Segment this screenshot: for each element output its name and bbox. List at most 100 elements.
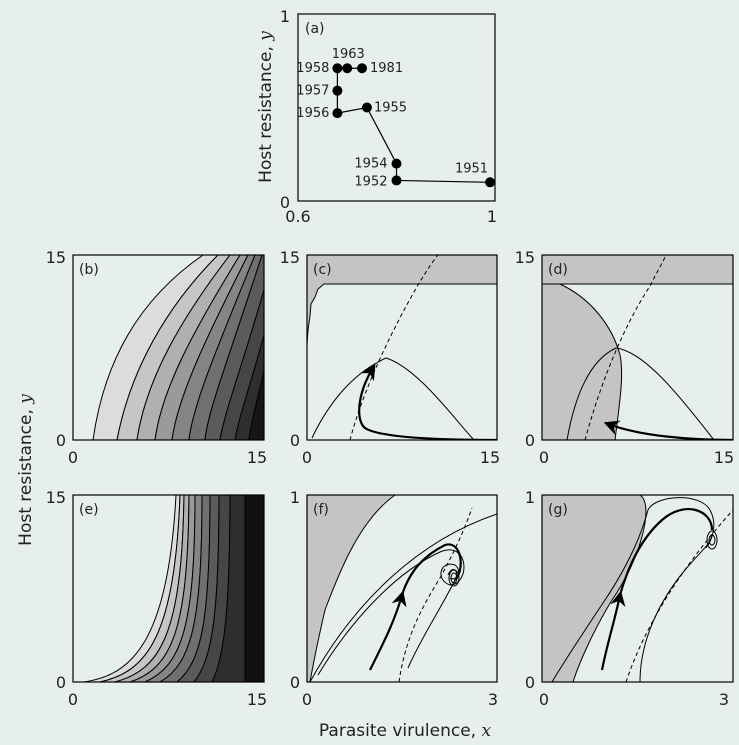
panel-f-trajectory-thin [317, 549, 465, 676]
panel-c-label: (c) [313, 262, 332, 278]
panel-b-contours [92, 255, 264, 440]
panel-f-trajectory-bold-2 [400, 543, 462, 596]
panel-f-shaded-region [307, 495, 396, 682]
panel-d-nullcline [584, 255, 667, 440]
panel-d-shaded-region [542, 283, 623, 440]
panel-a-year-label: 1963 [332, 47, 365, 62]
shared-xlabel-text: Parasite virulence, [319, 721, 482, 741]
panel-c-trajectory-thin [311, 357, 475, 440]
panel-a-point-1954 [391, 158, 402, 169]
panel-a-ylabel-var: y [256, 31, 276, 42]
shared-xlabel-var: x [481, 721, 491, 741]
panel-d-trajectory-bold [603, 420, 733, 440]
panel-d-shaded-band [542, 255, 733, 285]
panel-e-ytick-top: 15 [46, 488, 66, 507]
panel-g-label: (g) [548, 502, 568, 518]
panel-d-xtick-left: 0 [539, 448, 549, 467]
panel-c-ytick-top: 15 [280, 248, 300, 267]
shared-xlabel: Parasite virulence, x [319, 721, 492, 741]
panel-a-xtick-left: 0.6 [285, 207, 310, 226]
panel-e: (e) 15 0 0 15 [46, 488, 268, 709]
panel-d-label: (d) [548, 262, 568, 278]
panel-a-year-label: 1951 [455, 161, 488, 176]
panel-f-spiral [448, 569, 460, 587]
panel-c-frame [306, 254, 498, 441]
panel-a-year-label: 1955 [374, 101, 407, 116]
panel-g-trajectory-thin-2 [639, 534, 713, 682]
panel-a-year-label: 1956 [296, 106, 329, 121]
panel-b-xtick-right: 15 [247, 448, 267, 467]
panel-g-ytick-bottom: 0 [525, 673, 535, 692]
panel-a-point-1957 [332, 85, 343, 96]
panel-a-year-label: 1954 [354, 157, 387, 172]
panel-a-point-1958 [332, 63, 343, 74]
panel-f-xtick-left: 0 [302, 690, 312, 709]
panel-d-frame [541, 254, 734, 441]
panel-d-ytick-top: 15 [515, 248, 535, 267]
panel-a-point-1952 [391, 175, 402, 186]
panel-a-ylabel-text: Host resistance, [256, 41, 276, 183]
panel-f-boundary [309, 513, 497, 682]
shared-ylabel-text: Host resistance, [16, 404, 36, 546]
panel-c-ytick-bottom: 0 [290, 431, 300, 450]
e-band-10 [244, 495, 264, 682]
panel-b-ytick-top: 15 [46, 248, 66, 267]
panel-g-spiral-inner [708, 534, 716, 546]
panel-g-ytick-top: 1 [525, 488, 535, 507]
panel-b-ytick-bottom: 0 [56, 431, 66, 450]
panel-c-xtick-right: 15 [480, 448, 500, 467]
panel-g-xtick-left: 0 [539, 690, 549, 709]
panel-c-trajectory-bold [358, 364, 497, 440]
panel-g-shaded-region [542, 495, 647, 682]
panel-a-ylabel: Host resistance, y [256, 31, 276, 183]
panel-a-point-1956 [332, 108, 343, 119]
panel-f: (f) 1 0 0 3 [290, 488, 498, 709]
panel-a-year-label: 1958 [296, 61, 329, 76]
panel-a-year-label: 1952 [354, 174, 387, 189]
panel-e-xtick-right: 15 [247, 690, 267, 709]
panel-c-shaded-region [307, 255, 497, 346]
panel-c: (c) 15 0 0 15 [280, 248, 501, 467]
panel-e-frame [72, 494, 265, 683]
panel-b-frame [72, 254, 265, 441]
panel-a-label: (a) [305, 21, 325, 37]
panel-e-ytick-bottom: 0 [56, 673, 66, 692]
panel-b-xtick-left: 0 [68, 448, 78, 467]
panel-g-trajectory-bold [600, 590, 626, 671]
panel-a-frame [297, 13, 496, 202]
panel-d-xtick-right: 15 [714, 448, 734, 467]
panel-d: (d) 15 0 0 15 [515, 248, 735, 467]
panel-f-ytick-top: 1 [290, 488, 300, 507]
panel-g: (g) 1 0 0 3 [525, 488, 734, 709]
panel-f-spiral-inner [450, 572, 458, 584]
panel-f-frame [306, 494, 498, 683]
panel-g-trajectory-bold-2 [618, 508, 714, 596]
panel-c-xtick-left: 0 [302, 448, 312, 467]
panel-b: (b) 15 0 0 15 [46, 248, 268, 467]
panel-f-xtick-right: 3 [488, 690, 498, 709]
panel-g-trajectory-thin [551, 497, 715, 682]
panel-f-trajectory-bold [369, 590, 407, 671]
panel-g-frame [541, 494, 734, 683]
panel-a-point-1955 [361, 102, 372, 113]
shared-ylabel-var: y [16, 394, 36, 405]
panel-a-point-1963 [342, 63, 353, 74]
panel-a-point-1981 [357, 63, 368, 74]
panel-a-point-1951 [485, 177, 496, 188]
panel-a-ytick-top: 1 [280, 7, 290, 26]
panel-g-xtick-right: 3 [719, 690, 729, 709]
panel-a-xtick-right: 1 [487, 207, 497, 226]
panel-f-ytick-bottom: 0 [290, 673, 300, 692]
panel-f-label: (f) [313, 502, 329, 518]
panel-e-xtick-left: 0 [68, 690, 78, 709]
panel-d-trajectory-thin [566, 347, 715, 440]
panel-a-year-label: 1981 [370, 61, 403, 76]
panel-c-nullcline [349, 255, 439, 440]
panel-f-nullcline [398, 507, 473, 682]
panel-d-ytick-bottom: 0 [525, 431, 535, 450]
panel-a-ytick-bottom: 0 [280, 193, 290, 212]
shared-ylabel: Host resistance, y [16, 394, 36, 546]
